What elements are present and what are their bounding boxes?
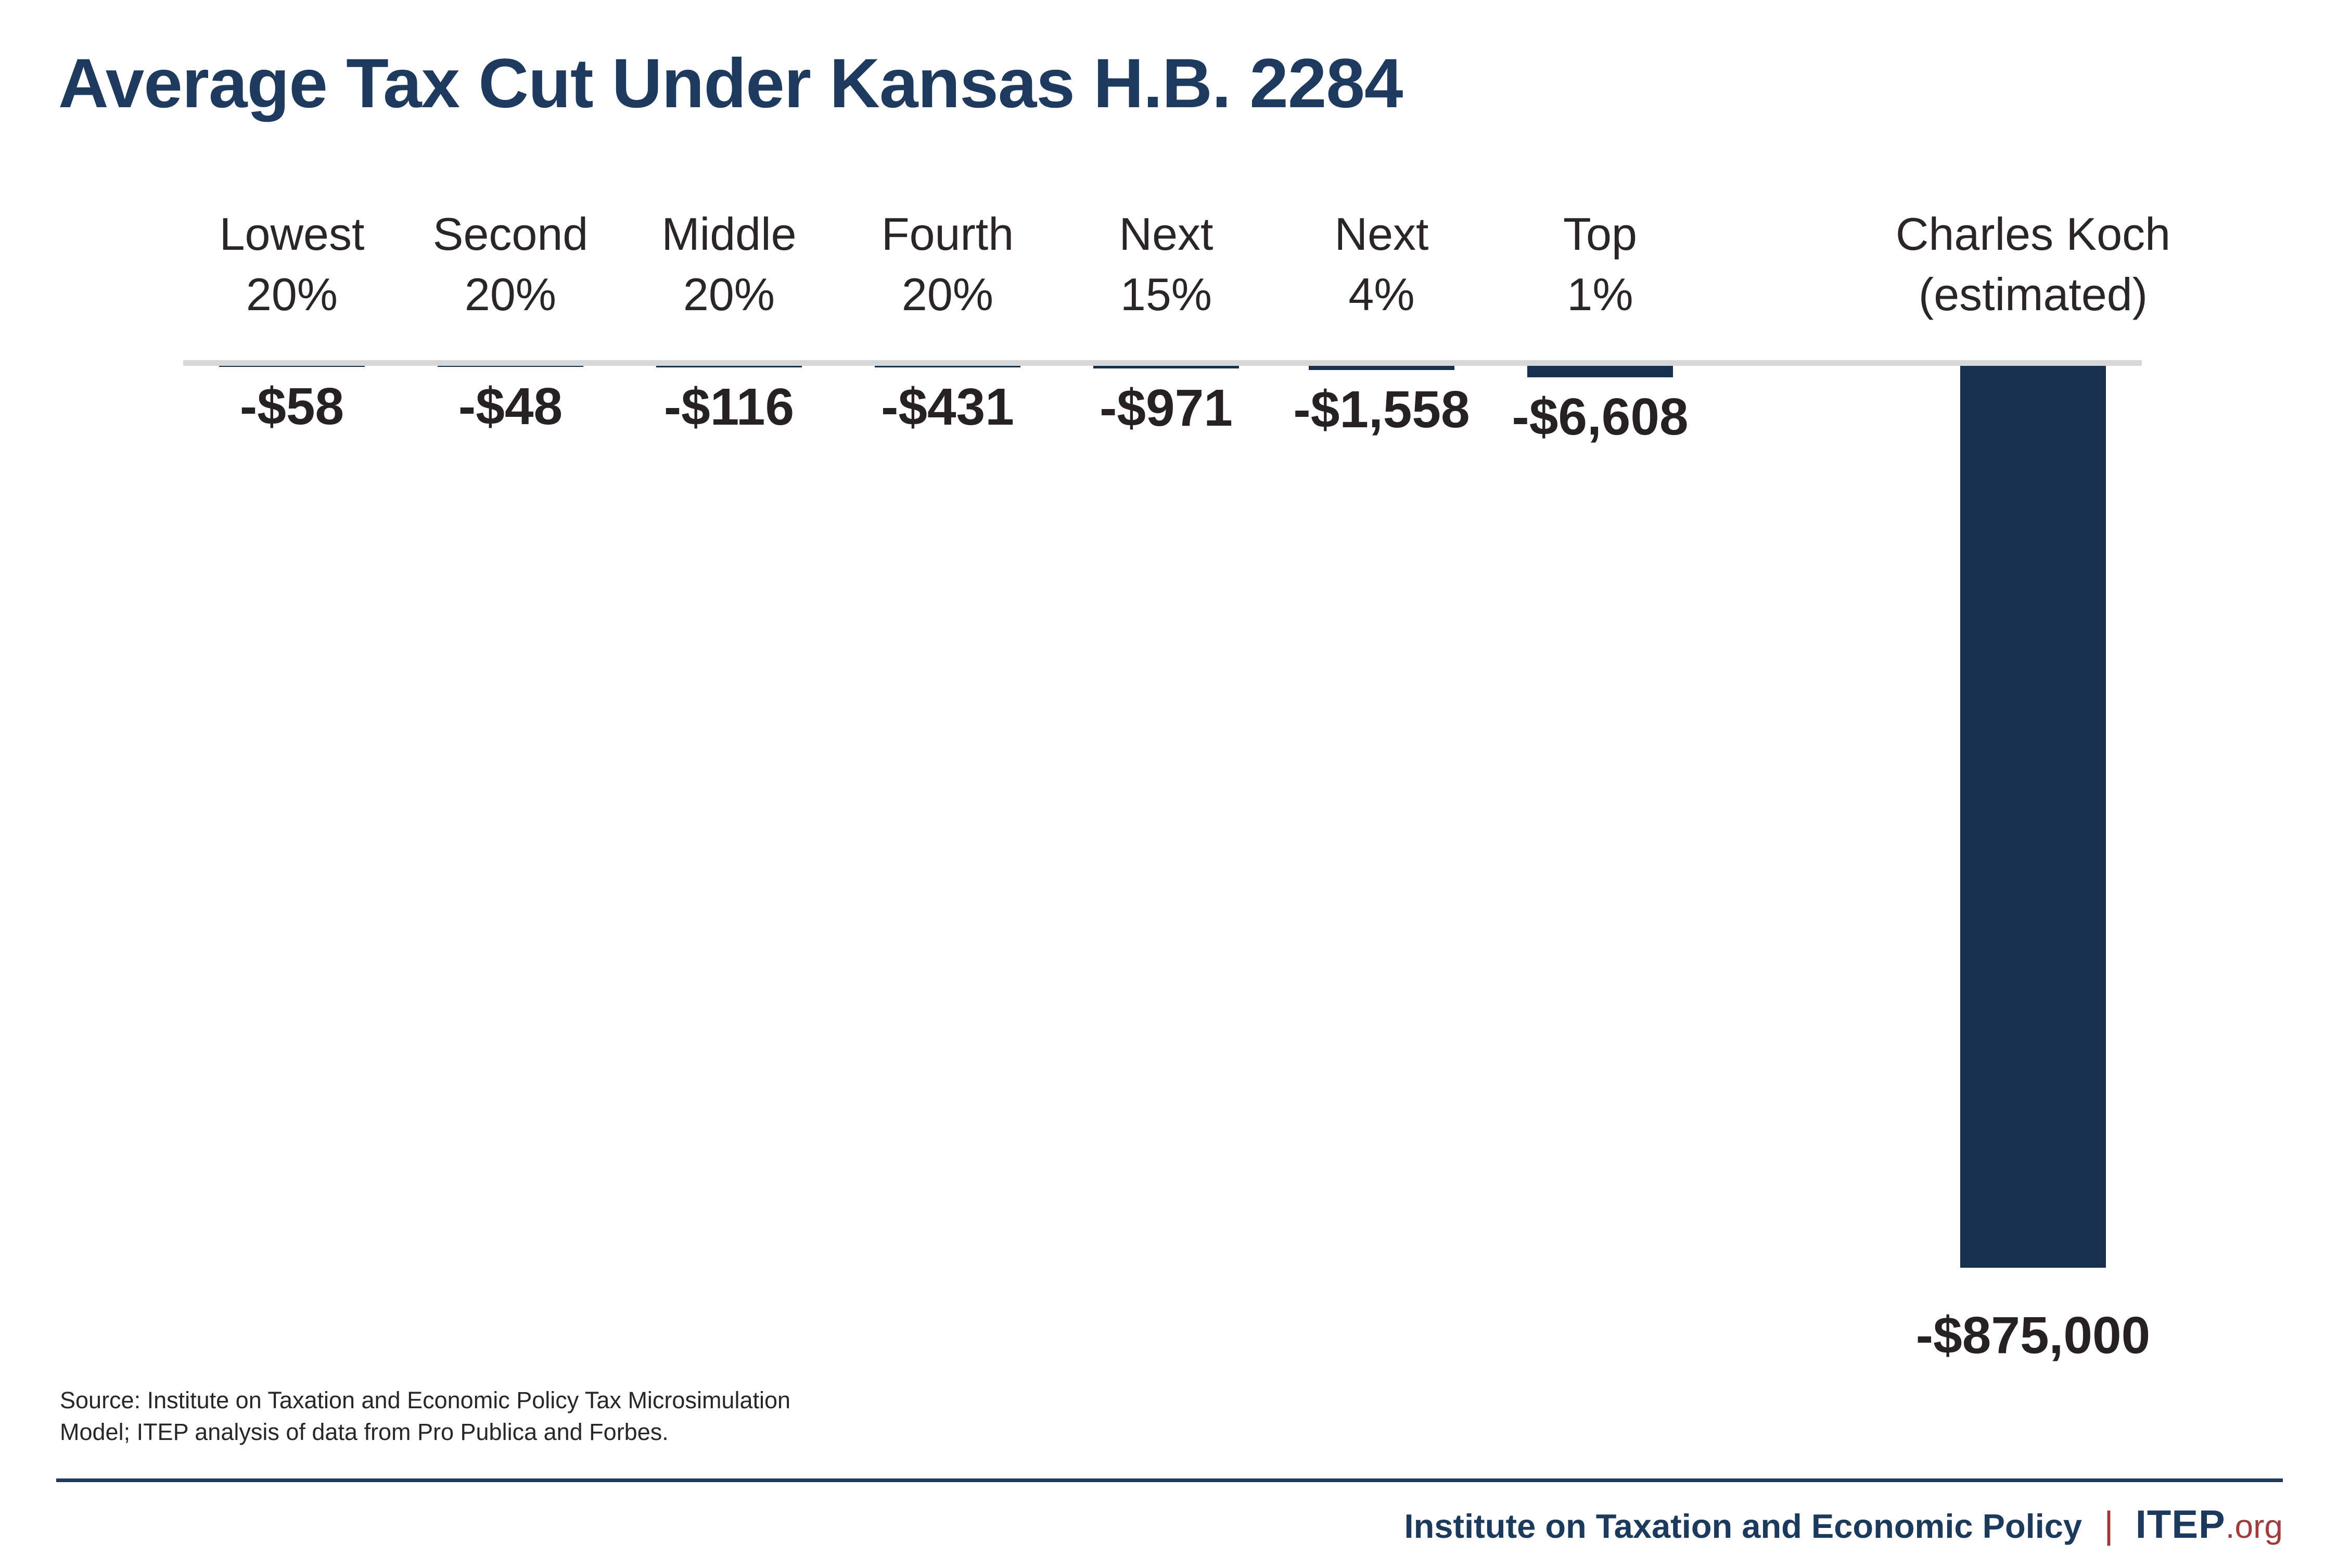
footer-org-name: Institute on Taxation and Economic Polic… (1404, 1507, 2083, 1545)
value-label-next-4: -$1,558 (1293, 380, 1470, 439)
category-label-second-20: Second 20% (391, 204, 630, 325)
zero-baseline (183, 360, 2142, 366)
source-note: Source: Institute on Taxation and Econom… (60, 1384, 1205, 1448)
footer-brand-itep: ITEP (2135, 1502, 2226, 1547)
value-label-lowest-20: -$58 (239, 377, 344, 436)
value-label-top-1: -$6,608 (1512, 388, 1689, 446)
category-label-lowest-20: Lowest 20% (172, 204, 412, 325)
category-label-line2: 15% (1120, 269, 1212, 320)
category-label-line2: 20% (683, 269, 775, 320)
category-label-next-15: Next 15% (1046, 204, 1286, 325)
bar-middle-20 (656, 366, 802, 367)
category-label-line1: Middle (661, 208, 797, 260)
chart-title: Average Tax Cut Under Kansas H.B. 2284 (58, 45, 1403, 122)
source-line-2: Model; ITEP analysis of data from Pro Pu… (60, 1419, 669, 1445)
category-label-line2: 4% (1348, 269, 1415, 320)
value-label-fourth-20: -$431 (881, 378, 1014, 436)
bar-lowest-20 (219, 366, 365, 367)
value-label-next-15: -$971 (1100, 379, 1233, 437)
category-label-next-4: Next 4% (1262, 204, 1501, 325)
bar-fourth-20 (875, 366, 1020, 367)
value-label-charles-koch: -$875,000 (1915, 1306, 2151, 1365)
category-label-line1: Lowest (219, 208, 365, 260)
category-label-line2: 20% (901, 269, 994, 320)
category-label-line2: 20% (246, 269, 338, 320)
category-label-middle-20: Middle 20% (609, 204, 849, 325)
category-label-charles-koch: Charles Koch (estimated) (1820, 204, 2246, 325)
category-label-line2: (estimated) (1918, 269, 2148, 320)
bar-next-4 (1309, 366, 1454, 370)
footer-brand-org-suffix: .org (2225, 1508, 2283, 1545)
source-line-1: Source: Institute on Taxation and Econom… (60, 1387, 791, 1413)
category-label-line1: Next (1119, 208, 1213, 260)
category-label-fourth-20: Fourth 20% (828, 204, 1067, 325)
category-label-line1: Next (1334, 208, 1429, 260)
bar-next-15 (1093, 366, 1239, 368)
bar-second-20 (438, 366, 583, 367)
category-label-line1: Charles Koch (1895, 208, 2171, 260)
category-label-top-1: Top 1% (1480, 204, 1720, 325)
category-label-line2: 20% (464, 269, 557, 320)
category-label-line2: 1% (1567, 269, 1633, 320)
value-label-second-20: -$48 (458, 377, 563, 436)
category-label-line1: Fourth (881, 208, 1014, 260)
value-label-middle-20: -$116 (663, 378, 795, 436)
footer-divider-rule (56, 1478, 2283, 1482)
footer: Institute on Taxation and Economic Polic… (1404, 1502, 2283, 1547)
category-label-line1: Top (1563, 208, 1637, 260)
bar-charles-koch (1960, 366, 2106, 1268)
bar-top-1 (1527, 366, 1673, 377)
category-label-line1: Second (432, 208, 589, 260)
footer-separator: | (2104, 1505, 2114, 1546)
